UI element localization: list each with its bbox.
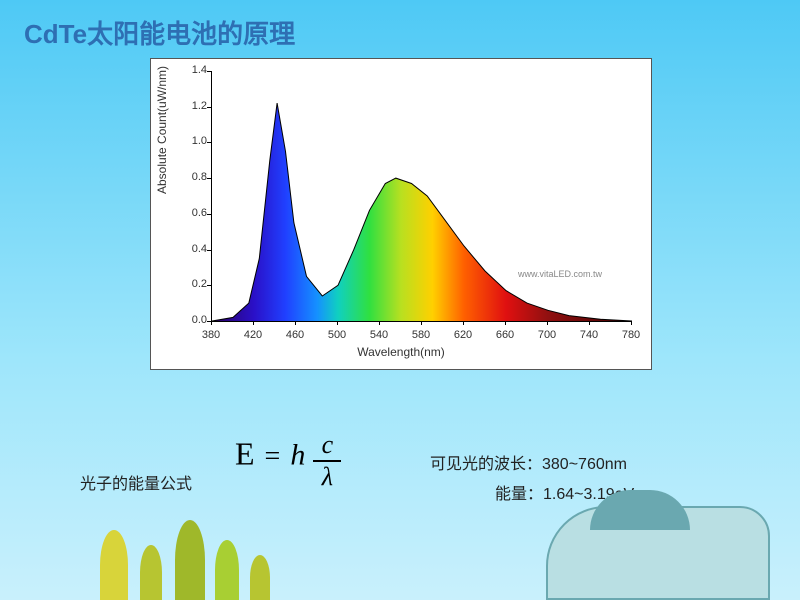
decor-hill (250, 555, 270, 600)
decor-hill (100, 530, 128, 600)
x-tick: 500 (328, 329, 346, 341)
x-tick: 580 (412, 329, 430, 341)
x-tick: 380 (202, 329, 220, 341)
page-title: CdTe太阳能电池的原理 (24, 14, 295, 51)
decor-hill (175, 520, 205, 600)
y-tick: 1.0 (179, 135, 207, 147)
decor-hill (215, 540, 239, 600)
y-tick: 0.4 (179, 243, 207, 255)
spectrum-svg (212, 71, 632, 321)
x-tick: 780 (622, 329, 640, 341)
y-tick: 0.8 (179, 171, 207, 183)
y-axis-label: Absolute Count(uW/nm) (155, 66, 169, 194)
x-tick: 620 (454, 329, 472, 341)
formula-lambda: λ (313, 464, 341, 490)
x-tick: 660 (496, 329, 514, 341)
formula-c: c (313, 432, 341, 458)
y-tick: 0.6 (179, 207, 207, 219)
y-tick: 1.2 (179, 100, 207, 112)
x-tick: 700 (538, 329, 556, 341)
formula-label: 光子的能量公式 (80, 470, 192, 494)
formula-h: h (290, 439, 305, 472)
plot-area: www.vitaLED.com.tw (211, 71, 632, 322)
visible-wavelength-text: 可见光的波长：380~760nm (430, 450, 627, 474)
y-tick: 1.4 (179, 64, 207, 76)
x-tick: 420 (244, 329, 262, 341)
x-axis-label: Wavelength(nm) (151, 345, 651, 359)
spectrum-chart: Absolute Count(uW/nm) Wavelength(nm) www… (150, 58, 652, 370)
y-tick: 0.2 (179, 278, 207, 290)
watermark: www.vitaLED.com.tw (518, 269, 602, 279)
photon-energy-formula: E = h c λ (235, 432, 341, 490)
y-tick: 0.0 (179, 314, 207, 326)
formula-eq: = (265, 441, 281, 472)
x-tick: 740 (580, 329, 598, 341)
x-tick: 460 (286, 329, 304, 341)
decor-hill (140, 545, 162, 600)
slide: CdTe太阳能电池的原理 Absolute Count(uW/nm) Wavel… (0, 0, 800, 600)
formula-E: E (235, 436, 255, 472)
x-tick: 540 (370, 329, 388, 341)
